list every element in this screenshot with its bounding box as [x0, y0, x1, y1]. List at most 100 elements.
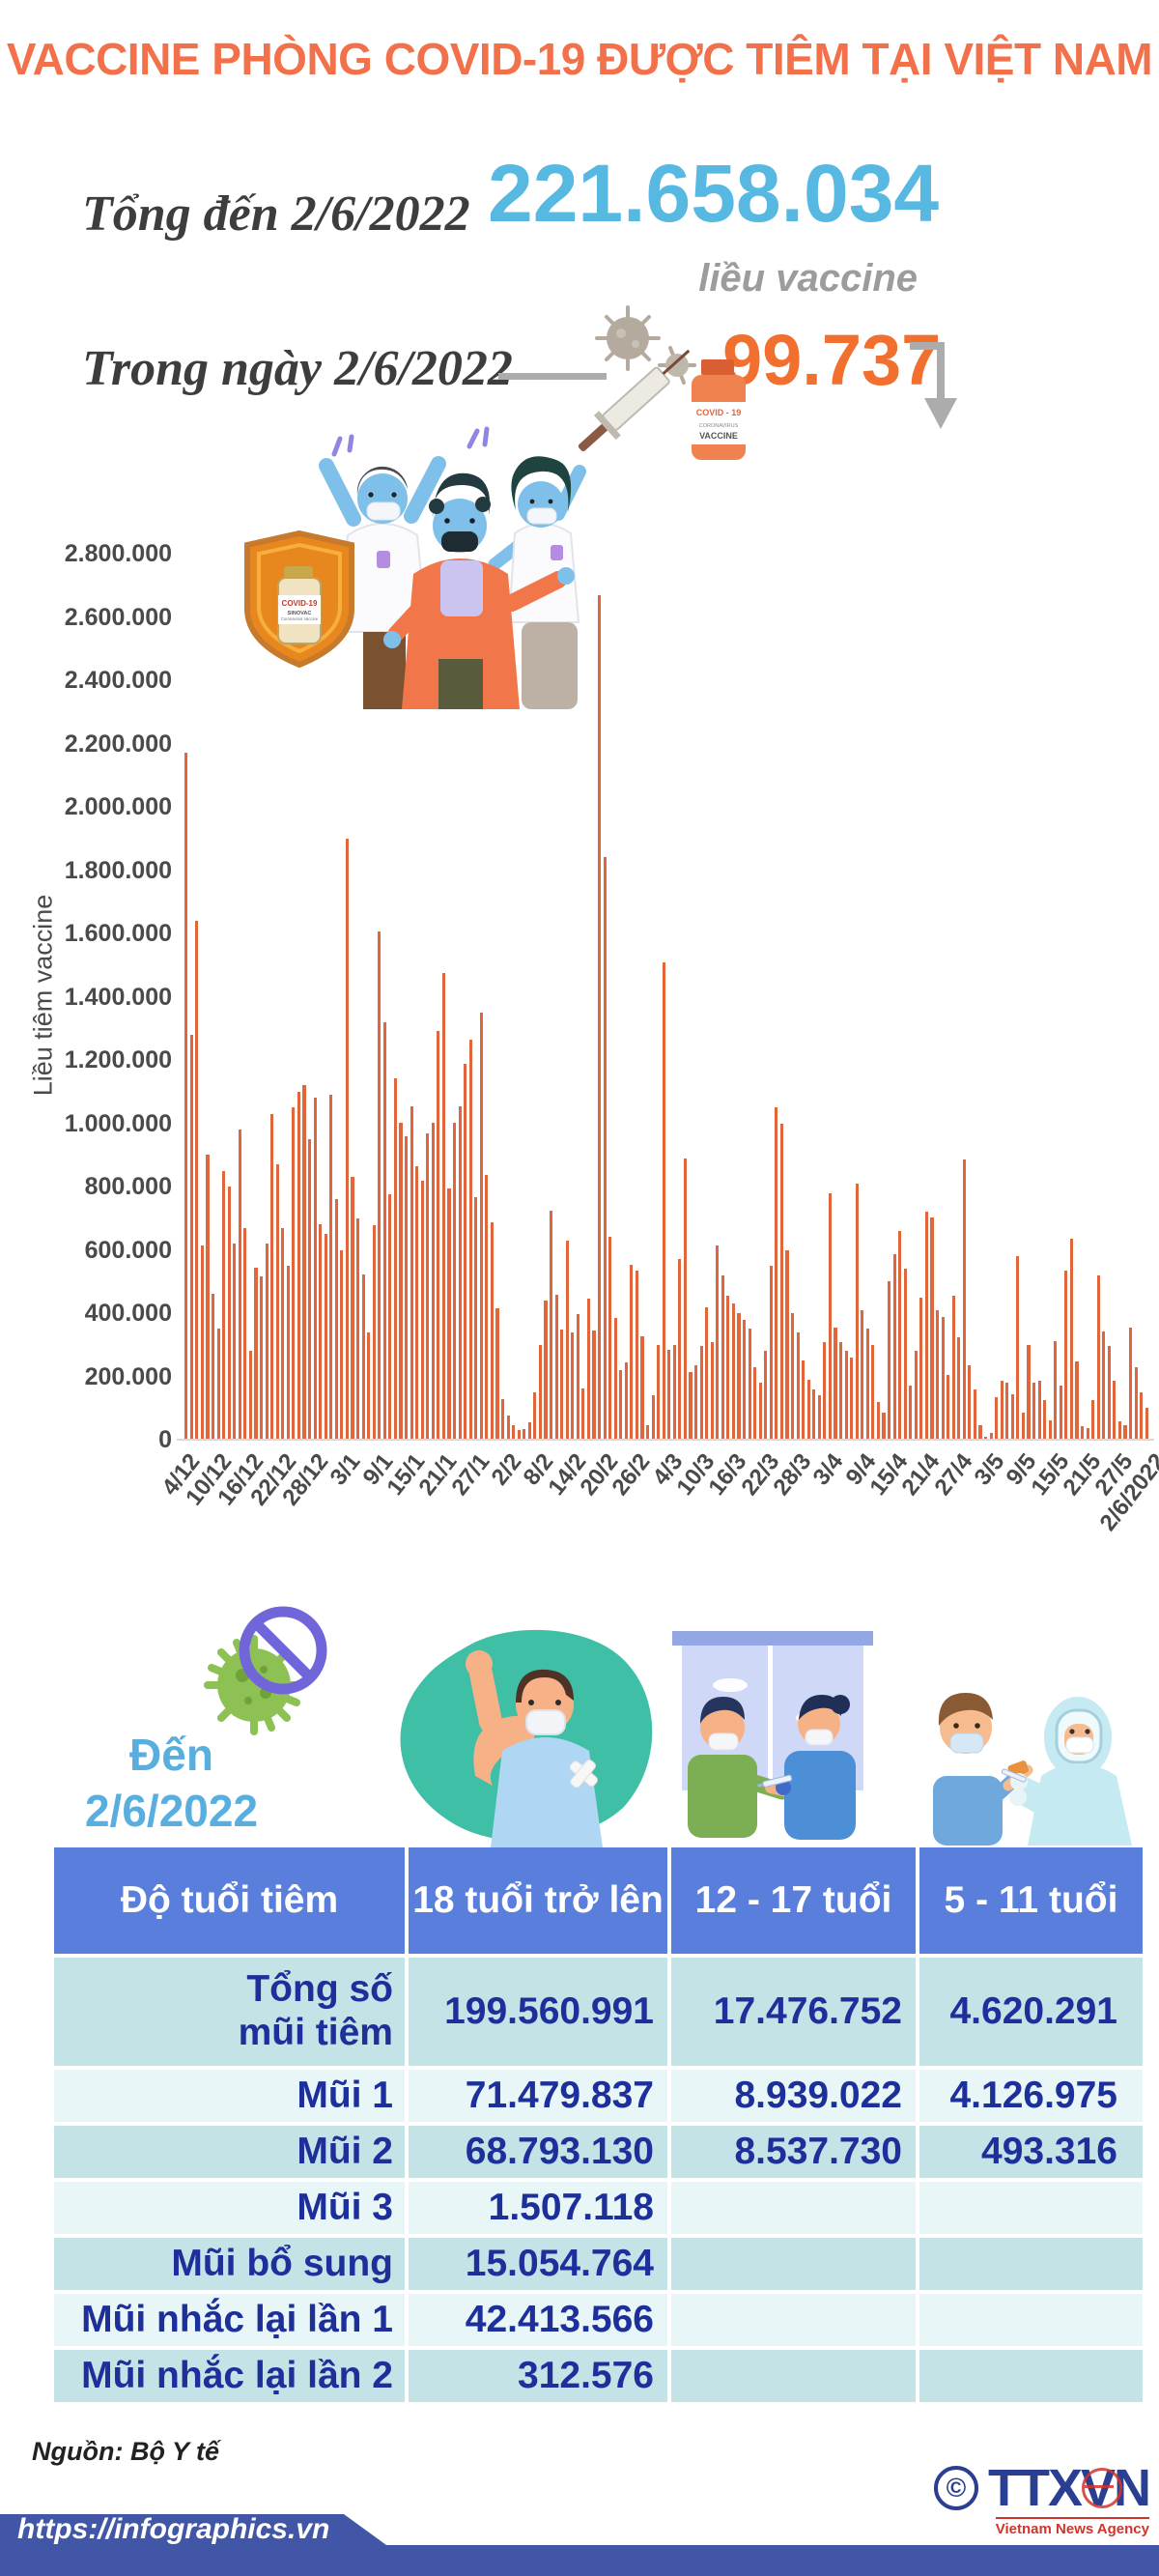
- bar: [565, 1240, 569, 1440]
- bar: [865, 1329, 869, 1440]
- bar: [941, 1316, 945, 1440]
- bar: [292, 1107, 296, 1440]
- bar: [447, 1188, 451, 1440]
- bar: [651, 1394, 655, 1440]
- bar: [361, 1274, 365, 1440]
- bar: [683, 1158, 688, 1440]
- bar: [307, 1138, 312, 1440]
- adult-vaccination-illustration: [672, 1631, 873, 1840]
- down-arrow-icon: [910, 342, 957, 429]
- bar: [549, 1210, 553, 1440]
- bar: [951, 1296, 955, 1440]
- bar: [544, 1300, 548, 1440]
- bar: [662, 961, 665, 1440]
- table-cell: 4.620.291: [919, 1958, 1143, 2066]
- bar: [802, 1360, 806, 1440]
- bar: [1123, 1424, 1127, 1440]
- y-tick-label: 1.400.000: [64, 983, 172, 1011]
- agency-name-text: TTXVN: [987, 2459, 1151, 2517]
- table-row-label: Mũi bổ sung: [54, 2238, 405, 2290]
- table-cell: 8.537.730: [671, 2126, 916, 2178]
- bar: [399, 1122, 403, 1440]
- bar: [657, 1344, 661, 1440]
- footer-stripe: [0, 2545, 1159, 2576]
- person-left: [319, 456, 446, 709]
- bar: [324, 1234, 327, 1440]
- table-cell: [671, 2182, 916, 2234]
- age-group-table: Độ tuổi tiêm 18 tuổi trở lên 12 - 17 tuổi 5…: [54, 1847, 1143, 2402]
- table-header-cell: 18 tuổi trở lên: [409, 1847, 667, 1954]
- svg-text:VACCINE: VACCINE: [699, 431, 738, 441]
- virus-icon: [595, 305, 696, 385]
- bar: [281, 1227, 285, 1440]
- bar: [404, 1135, 409, 1440]
- daily-doses-bar-chart: [184, 554, 1149, 1440]
- person-middle: [383, 472, 575, 709]
- bar: [834, 1327, 837, 1440]
- bar: [538, 1344, 543, 1440]
- bar: [437, 1031, 440, 1440]
- bar: [581, 1388, 585, 1440]
- table-row-label: Mũi 1: [54, 2070, 405, 2122]
- bar: [1107, 1346, 1111, 1440]
- svg-text:COVID - 19: COVID - 19: [696, 408, 742, 417]
- bar: [329, 1095, 333, 1440]
- bar: [978, 1424, 982, 1440]
- bar: [1064, 1270, 1068, 1440]
- bar: [554, 1295, 558, 1440]
- bandage-icon: [569, 1760, 598, 1789]
- bar: [340, 1249, 344, 1440]
- vaccine-shield-icon: COVID-19 SINOVAC Coronavirus Vaccine: [244, 530, 354, 669]
- bar: [259, 1276, 264, 1440]
- bar: [393, 1077, 398, 1440]
- table-cell: [671, 2294, 916, 2346]
- bar: [887, 1281, 891, 1440]
- bar: [1145, 1408, 1148, 1440]
- table-cell: 1.507.118: [409, 2182, 667, 2234]
- bar: [1027, 1345, 1031, 1440]
- infographics-link[interactable]: https://infographics.vn: [17, 2513, 330, 2545]
- table-cell: 42.413.566: [409, 2294, 667, 2346]
- as-of-date-line2: 2/6/2022: [84, 1785, 259, 1836]
- bar: [1010, 1393, 1014, 1440]
- bar: [624, 1362, 628, 1440]
- bar: [248, 1351, 253, 1440]
- bar: [597, 594, 602, 1440]
- bar: [731, 1303, 736, 1440]
- bar: [265, 1244, 269, 1440]
- bar: [796, 1331, 800, 1440]
- table-cell: [671, 2350, 916, 2402]
- bar: [855, 1183, 859, 1440]
- globe-icon: [1082, 2468, 1122, 2508]
- bar: [1037, 1381, 1041, 1440]
- bar: [769, 1265, 773, 1440]
- virus-banned-icon: [204, 1606, 327, 1735]
- bar: [678, 1259, 682, 1440]
- x-axis-line: [177, 1439, 1154, 1441]
- bar: [254, 1267, 258, 1440]
- bar: [737, 1313, 741, 1440]
- y-tick-label: 1.000.000: [64, 1109, 172, 1137]
- bar: [1134, 1367, 1138, 1440]
- bar: [200, 1245, 205, 1440]
- footer-tab: https://infographics.vn: [0, 2514, 386, 2545]
- bar: [426, 1133, 430, 1440]
- table-cell: [919, 2182, 1143, 2234]
- bar: [378, 930, 382, 1440]
- bar: [1043, 1400, 1047, 1440]
- table-cell: 199.560.991: [409, 1958, 667, 2066]
- bar: [490, 1221, 495, 1440]
- bar: [914, 1351, 918, 1440]
- bar: [206, 1155, 210, 1440]
- bar: [973, 1388, 977, 1440]
- bar: [195, 920, 199, 1440]
- bar: [850, 1357, 854, 1440]
- y-tick-label: 2.000.000: [64, 793, 172, 820]
- bar: [1059, 1386, 1062, 1440]
- y-tick-label: 2.800.000: [64, 540, 172, 567]
- bar: [286, 1265, 290, 1440]
- vaccinated-adult-illustration: [400, 1629, 653, 1847]
- bar: [898, 1230, 902, 1440]
- syringe-icon: [578, 349, 691, 452]
